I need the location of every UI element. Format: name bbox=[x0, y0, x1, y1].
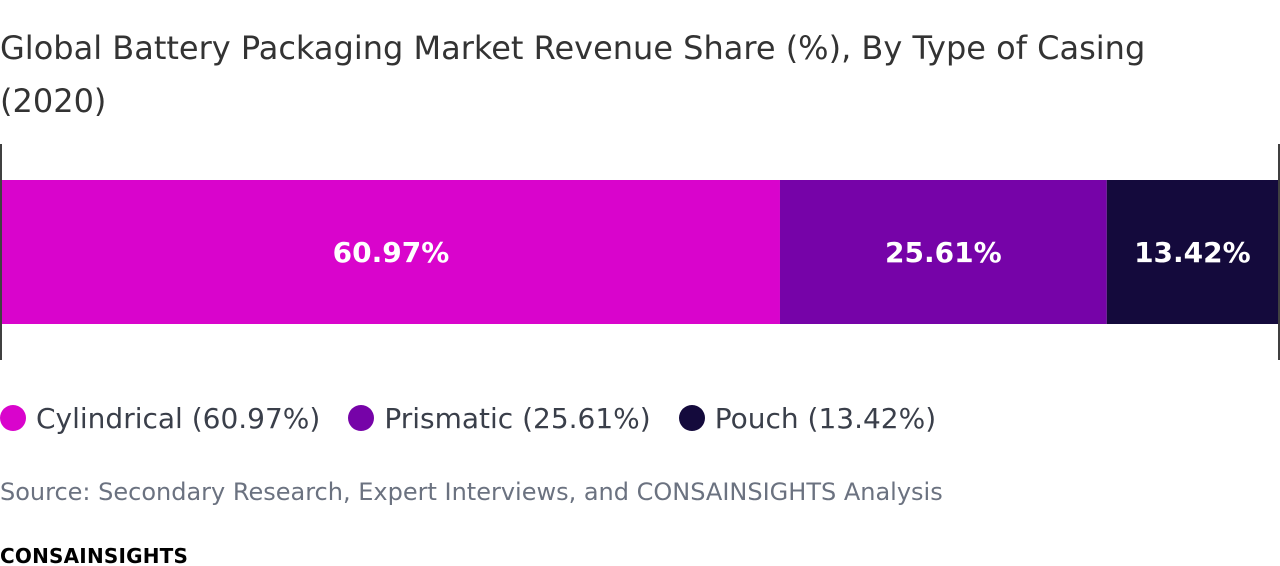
chart-svg: 60.97% 25.61% 13.42% bbox=[0, 144, 1280, 360]
data-label-prismatic: 25.61% bbox=[885, 236, 1002, 269]
legend-label: Pouch (13.42%) bbox=[714, 401, 937, 435]
legend-label: Prismatic (25.61%) bbox=[384, 401, 651, 435]
bar-segments: 60.97% 25.61% 13.42% bbox=[2, 180, 1278, 324]
bar-segment-pouch bbox=[1106, 180, 1278, 324]
legend-item-pouch: Pouch (13.42%) bbox=[678, 401, 937, 435]
stacked-bar-chart: 60.97% 25.61% 13.42% bbox=[0, 144, 1280, 360]
chart-title: Global Battery Packaging Market Revenue … bbox=[0, 29, 1146, 120]
brand-logo: CONSAINSIGHTS bbox=[0, 544, 189, 566]
legend-item-cylindrical: Cylindrical (60.97%) bbox=[0, 402, 320, 435]
legend: Cylindrical (60.97%) Prismatic (25.61%) Po… bbox=[0, 396, 964, 440]
data-label-pouch: 13.42% bbox=[1134, 236, 1251, 269]
bar-segment-cylindrical bbox=[2, 180, 780, 324]
legend-item-prismatic: Prismatic (25.61%) bbox=[348, 401, 651, 435]
legend-swatch-icon bbox=[678, 405, 705, 431]
source-note: Source: Secondary Research, Expert Inter… bbox=[0, 478, 943, 506]
legend-swatch-icon bbox=[0, 405, 26, 431]
legend-label: Cylindrical (60.97%) bbox=[36, 401, 321, 435]
data-label-cylindrical: 60.97% bbox=[333, 236, 450, 269]
bar-segment-prismatic bbox=[779, 180, 1107, 324]
legend-swatch-icon bbox=[348, 405, 375, 431]
